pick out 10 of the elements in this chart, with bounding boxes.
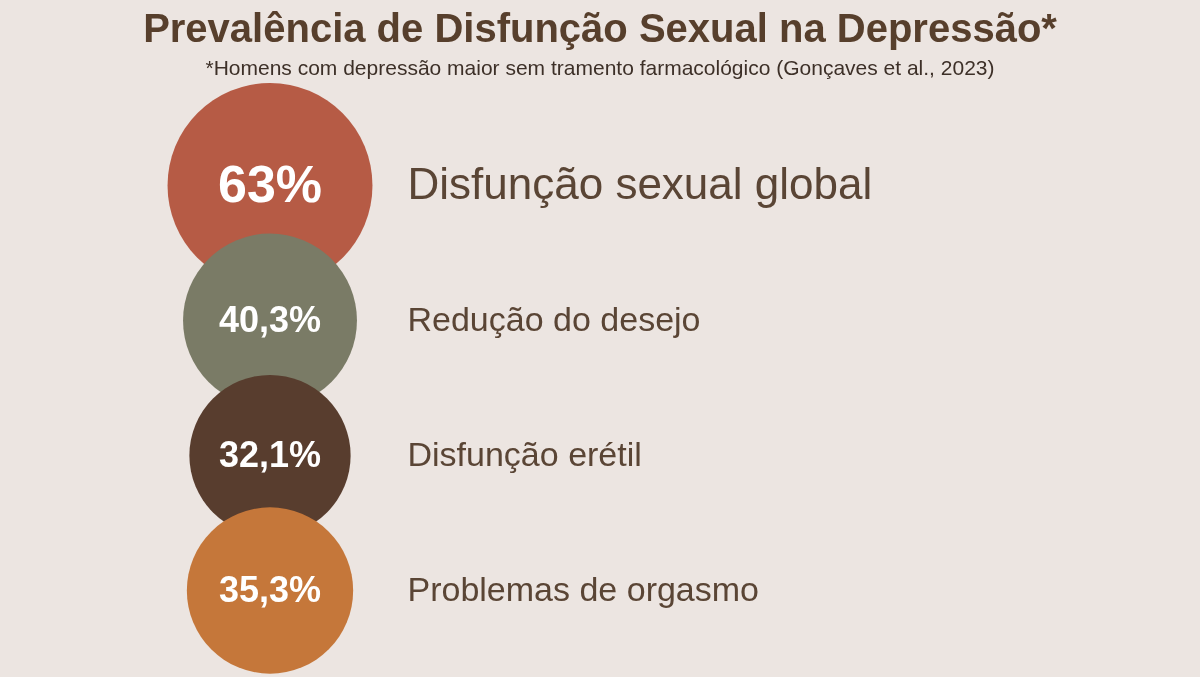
data-label: 40,3%: [218, 298, 322, 340]
category-label: Disfunção erétil: [407, 434, 642, 473]
data-label: 35,3%: [218, 568, 322, 610]
data-label: 63%: [217, 154, 323, 213]
text: Prevalência de Disfunção Sexual na Depressão*: [143, 6, 1058, 51]
category-label: Disfunção sexual global: [407, 158, 873, 208]
text: *Homens com depressão maior sem tramento farmacológico (Gonçaves et al., 2023): [205, 56, 995, 80]
category-label: Redução do desejo: [407, 299, 701, 338]
data-label: 32,1%: [218, 433, 322, 475]
category-label: Problemas de orgasmo: [407, 569, 760, 608]
